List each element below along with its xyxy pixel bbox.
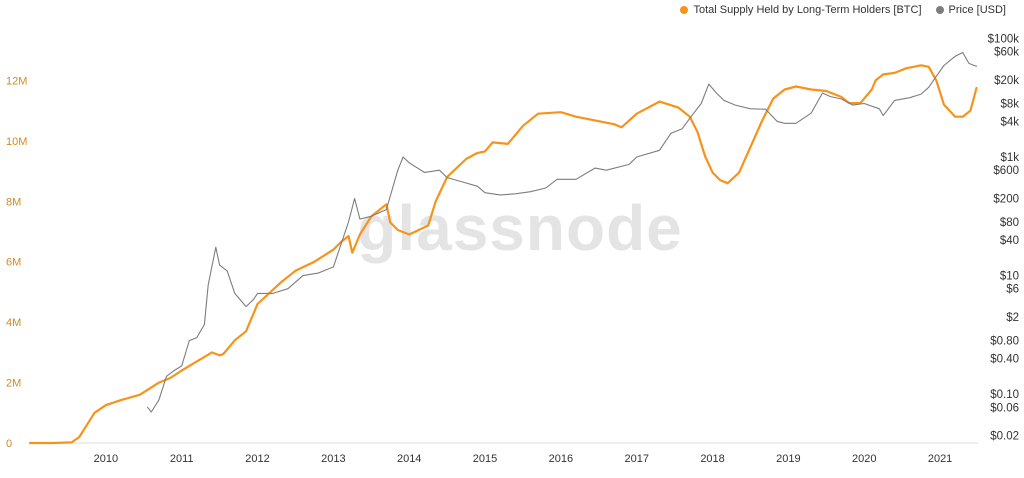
legend-dot-icon bbox=[935, 6, 944, 14]
legend-dot-icon bbox=[680, 6, 689, 14]
x-tick-label: 2015 bbox=[473, 453, 497, 465]
right-tick-label: $4k bbox=[1000, 116, 1019, 128]
left-tick-label: 8M bbox=[6, 196, 21, 208]
left-tick-label: 0 bbox=[6, 438, 12, 450]
x-tick-label: 2013 bbox=[321, 453, 345, 465]
right-tick-label: $100k bbox=[988, 33, 1020, 45]
right-tick-label: $6 bbox=[1006, 284, 1019, 296]
right-tick-label: $200 bbox=[993, 193, 1019, 205]
right-tick-label: $0.10 bbox=[990, 389, 1019, 401]
x-tick-label: 2019 bbox=[776, 453, 800, 465]
right-tick-label: $60k bbox=[994, 47, 1019, 59]
left-tick-label: 4M bbox=[6, 317, 21, 329]
x-tick-label: 2010 bbox=[94, 453, 118, 465]
right-tick-label: $20k bbox=[994, 75, 1019, 87]
left-tick-label: 6M bbox=[6, 257, 21, 269]
watermark: glassnode bbox=[357, 192, 683, 264]
legend-item-price[interactable]: Price [USD] bbox=[935, 4, 1006, 16]
legend-label: Price [USD] bbox=[948, 4, 1006, 16]
x-tick-label: 2020 bbox=[852, 453, 876, 465]
left-tick-label: 10M bbox=[6, 136, 27, 148]
x-tick-label: 2021 bbox=[928, 453, 952, 465]
x-axis-ticks: 2010 2011 2012 2013 2014 2015 2016 2017 2018 2019… bbox=[94, 453, 953, 465]
legend-item-lth-supply[interactable]: Total Supply Held by Long-Term Holders [… bbox=[680, 4, 922, 16]
right-tick-label: $80 bbox=[1000, 217, 1019, 229]
right-tick-label: $8k bbox=[1000, 98, 1019, 110]
right-tick-label: $0.06 bbox=[990, 402, 1019, 414]
series-line-lth-supply bbox=[28, 64, 978, 445]
x-tick-label: 2017 bbox=[624, 453, 648, 465]
right-tick-label: $1k bbox=[1000, 152, 1019, 164]
right-tick-label: $0.40 bbox=[990, 353, 1019, 365]
right-axis-ticks: $100k$60k$20k$8k$4k$1k$600$200$80$40$10$… bbox=[988, 33, 1020, 442]
right-tick-label: $10 bbox=[1000, 271, 1019, 283]
left-tick-label: 2M bbox=[6, 378, 21, 390]
left-axis-ticks: 0 2M 4M 6M 8M 10M 12M bbox=[6, 75, 27, 450]
right-tick-label: $2 bbox=[1006, 312, 1019, 324]
x-tick-label: 2011 bbox=[170, 453, 194, 465]
series-layer bbox=[28, 51, 978, 445]
legend-label: Total Supply Held by Long-Term Holders [… bbox=[693, 4, 922, 16]
x-tick-label: 2014 bbox=[397, 453, 421, 465]
right-tick-label: $0.02 bbox=[990, 431, 1019, 443]
x-tick-label: 2018 bbox=[700, 453, 724, 465]
right-tick-label: $0.80 bbox=[990, 336, 1019, 348]
right-tick-label: $600 bbox=[993, 165, 1019, 177]
legend: Total Supply Held by Long-Term Holders [… bbox=[680, 4, 1006, 16]
series-line-price bbox=[147, 51, 978, 413]
right-tick-label: $40 bbox=[1000, 235, 1019, 247]
x-tick-label: 2016 bbox=[549, 453, 573, 465]
x-tick-label: 2012 bbox=[245, 453, 269, 465]
left-tick-label: 12M bbox=[6, 75, 27, 87]
